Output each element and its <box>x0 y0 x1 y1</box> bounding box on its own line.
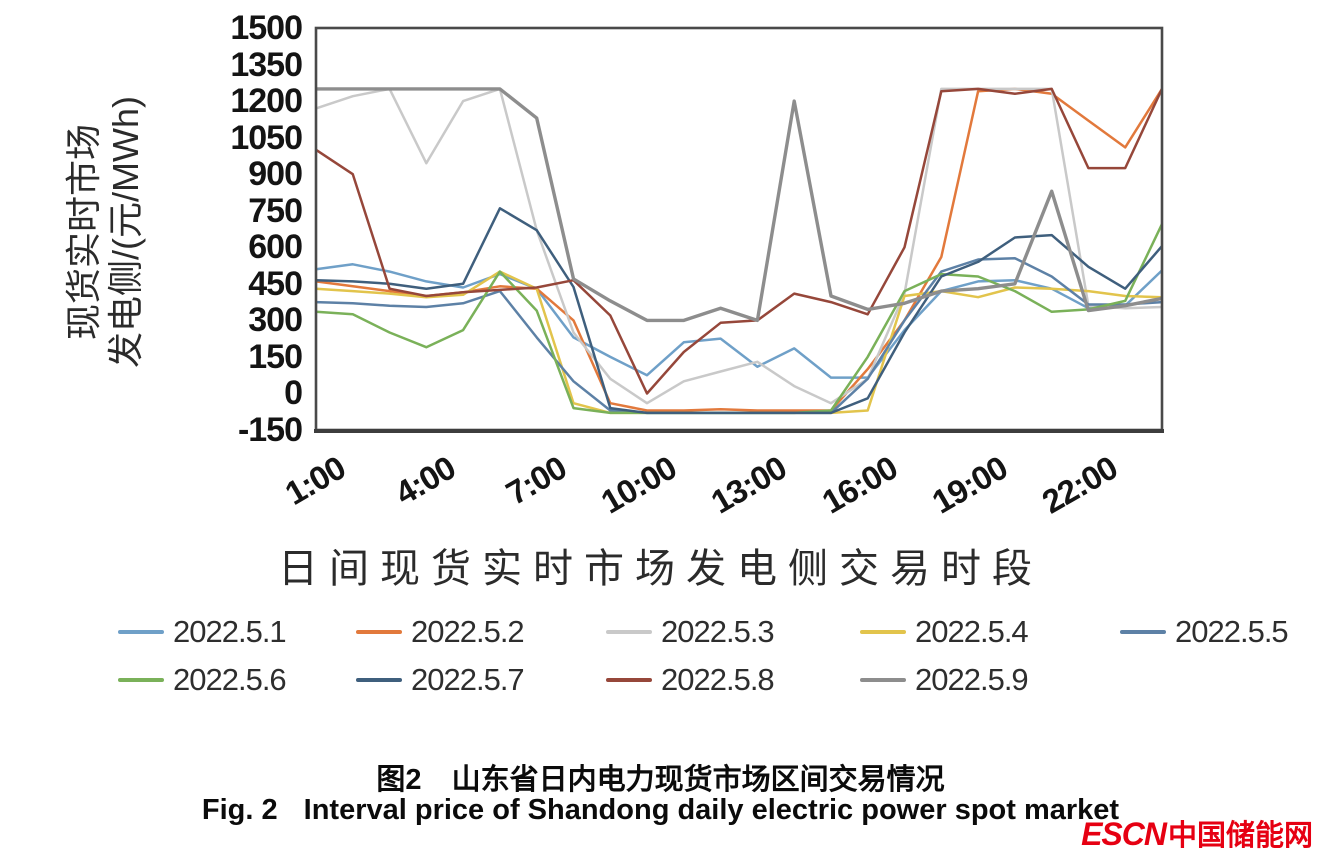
legend-label: 2022.5.3 <box>661 614 775 649</box>
legend-item-2022.5.1: 2022.5.1 <box>118 610 287 654</box>
escn-logo-chinese: 中国储能网 <box>1167 820 1313 852</box>
caption-en-number: Fig. 2 <box>201 794 278 826</box>
escn-logo-latin: ESCN <box>1081 816 1167 852</box>
series-line-2022.5.3 <box>315 87 1163 405</box>
y-tick-label: 0 <box>284 374 303 413</box>
y-tick-label: 600 <box>248 228 303 267</box>
y-tick-label: -150 <box>237 411 303 449</box>
y-axis-label-line1: 现货实时市场 <box>63 124 104 341</box>
legend-item-2022.5.4: 2022.5.4 <box>860 610 1029 654</box>
legend-swatch-icon <box>118 678 164 682</box>
legend-label: 2022.5.6 <box>173 662 287 697</box>
legend-label: 2022.5.7 <box>411 662 525 697</box>
legend-item-2022.5.2: 2022.5.2 <box>356 610 525 654</box>
y-tick-label: 1500 <box>230 9 303 47</box>
y-tick-label: 1200 <box>230 82 303 121</box>
caption-english: Fig. 2 Interval price of Shandong daily … <box>0 794 1321 827</box>
caption-chinese: 图2 山东省日内电力现货市场区间交易情况 <box>0 756 1321 798</box>
escn-logo: ESCN 中国储能网 <box>1081 812 1313 854</box>
legend-swatch-icon <box>356 678 402 682</box>
legend-item-2022.5.9: 2022.5.9 <box>860 658 1029 702</box>
legend-item-2022.5.3: 2022.5.3 <box>606 610 775 654</box>
legend-swatch-icon <box>860 630 906 634</box>
y-tick-label: 150 <box>248 337 303 376</box>
y-tick-label: 300 <box>248 301 303 340</box>
legend-swatch-icon <box>860 678 906 682</box>
legend-swatch-icon <box>606 630 652 634</box>
legend-label: 2022.5.4 <box>915 614 1029 649</box>
series-line-2022.5.4 <box>315 270 1163 415</box>
legend-item-2022.5.7: 2022.5.7 <box>356 658 525 702</box>
series-line-2022.5.7 <box>315 207 1163 415</box>
legend-label: 2022.5.8 <box>661 662 775 697</box>
y-tick-label: 900 <box>248 155 303 194</box>
legend-label: 2022.5.1 <box>173 614 287 649</box>
legend-item-2022.5.6: 2022.5.6 <box>118 658 287 702</box>
legend-item-2022.5.5: 2022.5.5 <box>1120 610 1289 654</box>
x-axis-label: 日间现货实时市场发电侧交易时段 <box>278 547 1043 591</box>
y-tick-label: 1050 <box>230 118 303 157</box>
legend-swatch-icon <box>606 678 652 682</box>
caption-zh-title: 山东省日内电力现货市场区间交易情况 <box>451 764 945 796</box>
legend-item-2022.5.8: 2022.5.8 <box>606 658 775 702</box>
series-line-2022.5.5 <box>315 256 1163 415</box>
y-axis-label: 现货实时市场 发电侧/(元/MWh) <box>63 32 147 432</box>
series-line-2022.5.1 <box>315 263 1163 379</box>
legend-swatch-icon <box>118 630 164 634</box>
legend-label: 2022.5.9 <box>915 662 1029 697</box>
caption-zh-number: 图2 <box>376 764 422 796</box>
legend-label: 2022.5.2 <box>411 614 525 649</box>
legend-swatch-icon <box>356 630 402 634</box>
y-axis-label-line2: 发电侧/(元/MWh) <box>105 96 146 368</box>
y-tick-label: 750 <box>248 191 303 230</box>
series-line-2022.5.8 <box>315 87 1164 395</box>
series-line-2022.5.6 <box>315 223 1164 415</box>
y-tick-label: 1350 <box>230 45 303 84</box>
series-line-2022.5.9 <box>316 87 1163 323</box>
y-tick-label: 450 <box>248 264 303 303</box>
legend-swatch-icon <box>1120 630 1166 634</box>
caption-en-title: Interval price of Shandong daily electri… <box>303 794 1120 826</box>
legend-label: 2022.5.5 <box>1175 614 1289 649</box>
